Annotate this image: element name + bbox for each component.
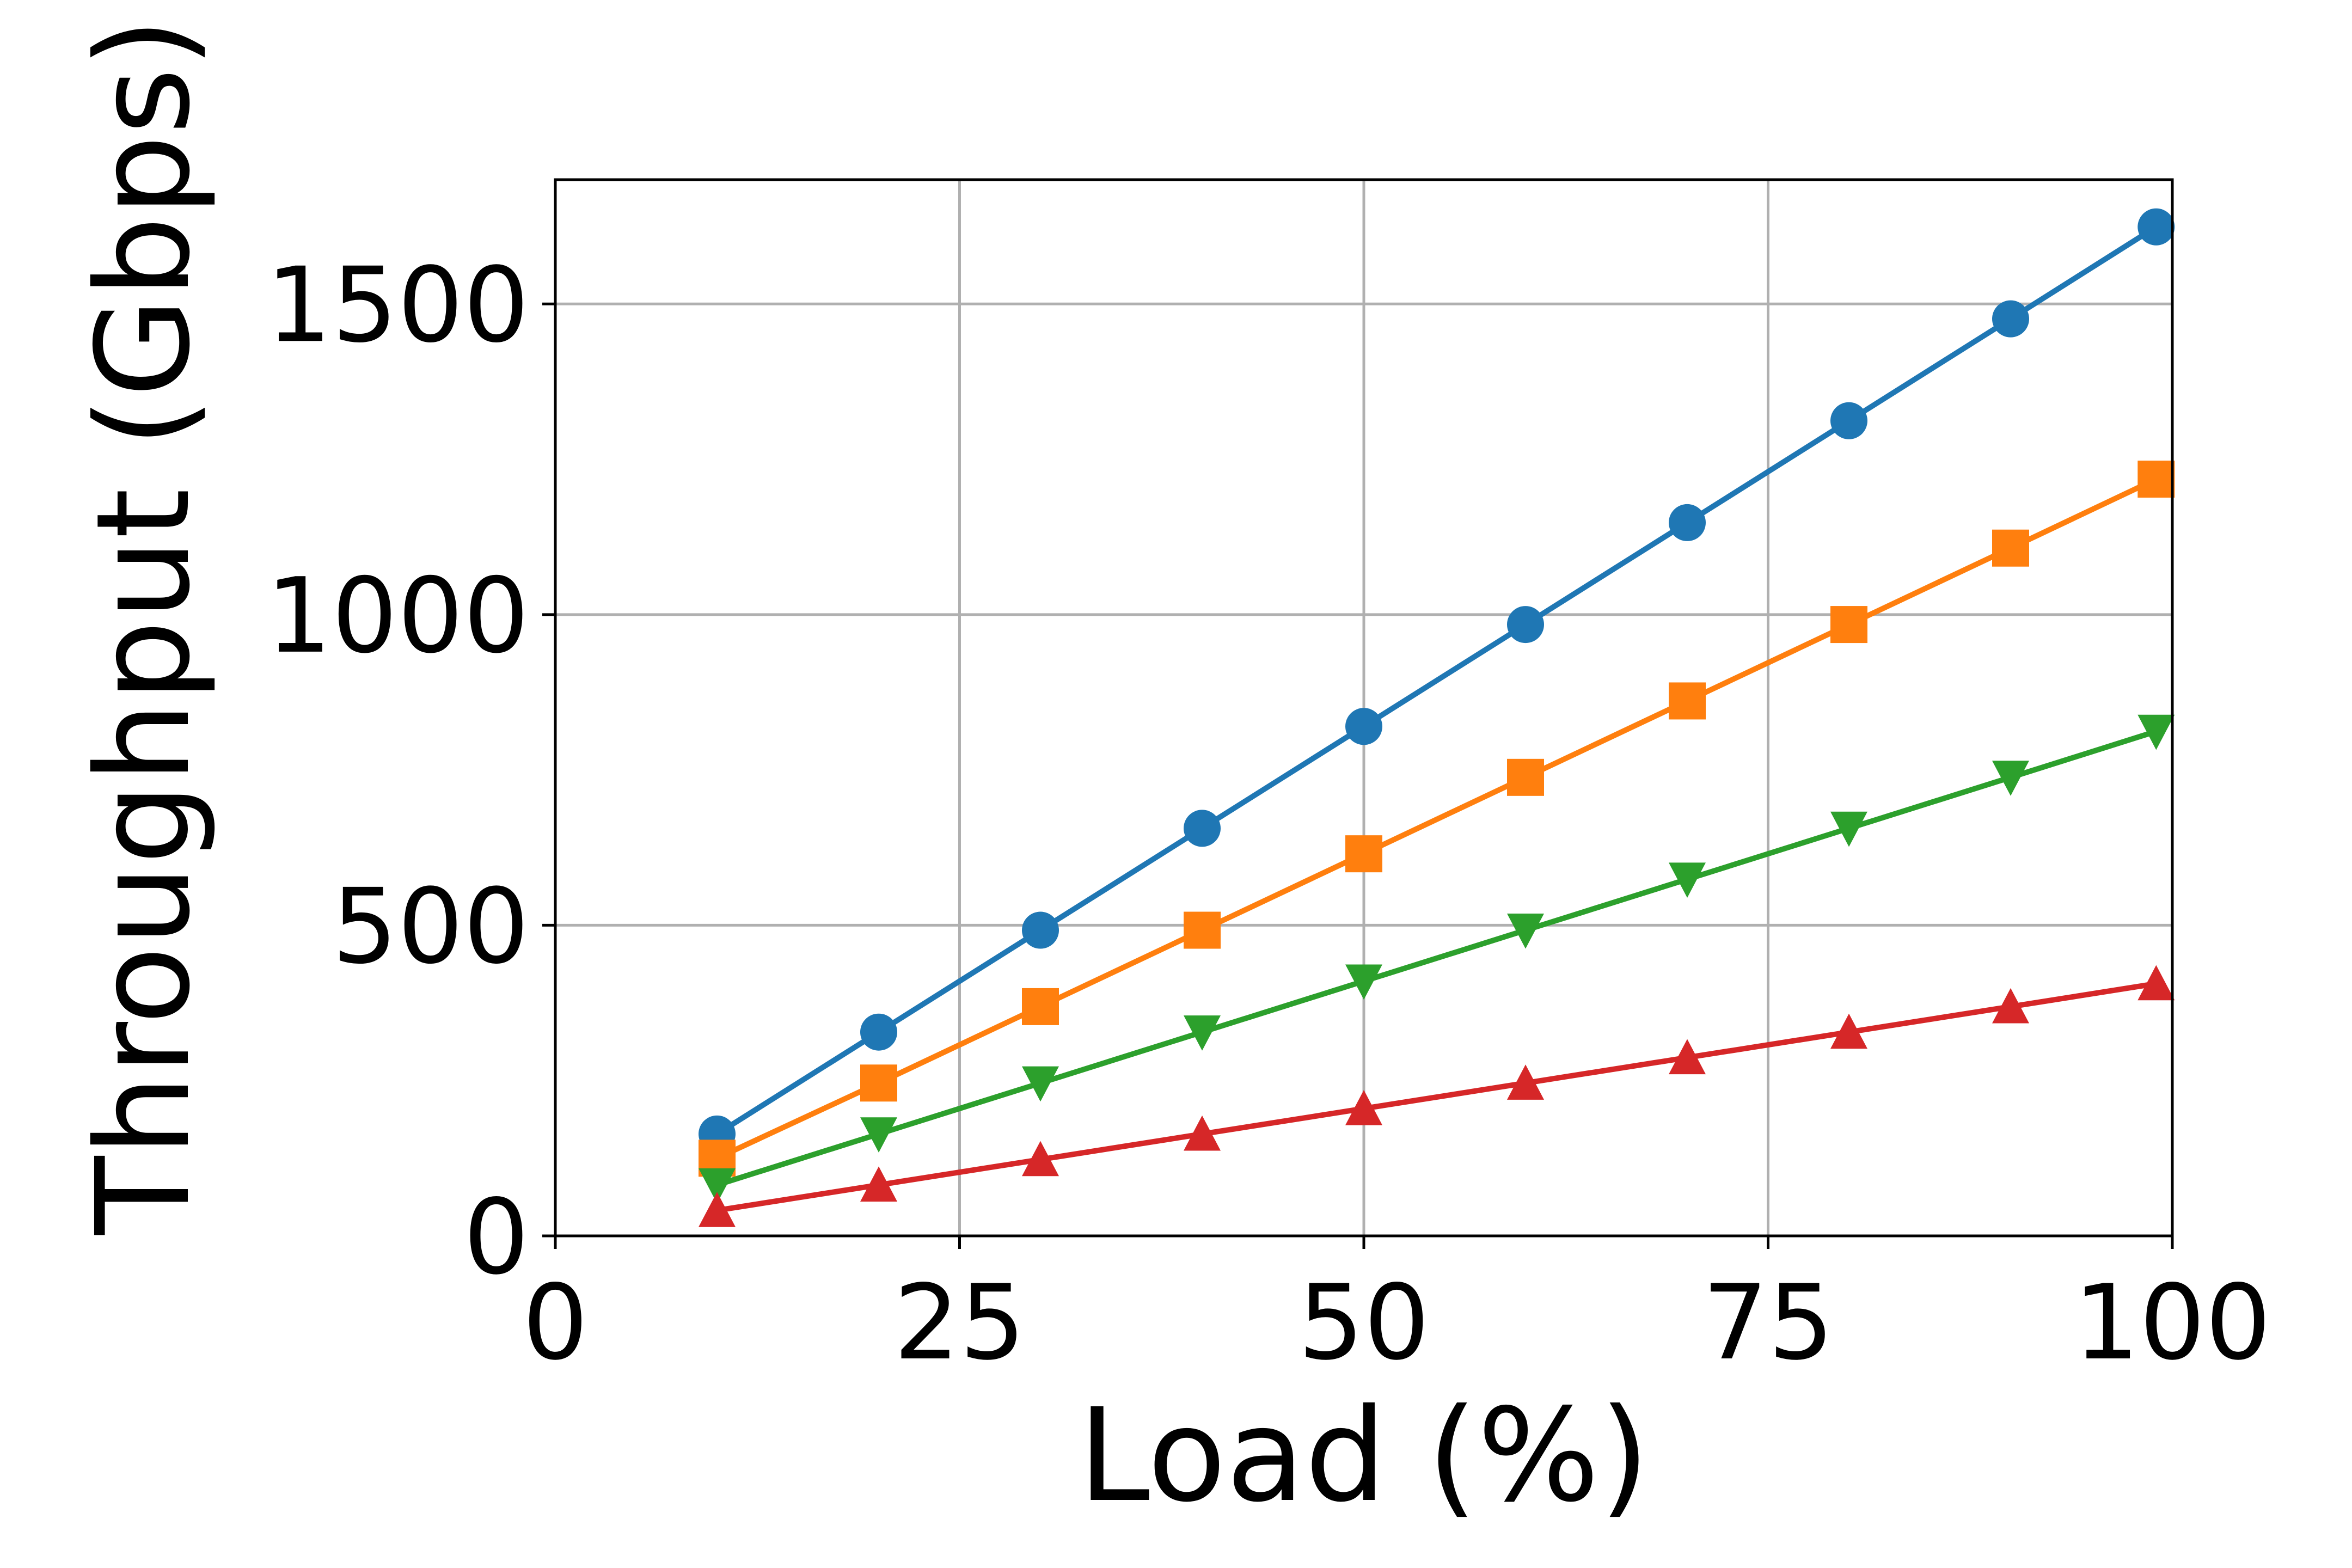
data-point-triangle-down <box>1184 1015 1221 1051</box>
data-point-circle <box>860 1013 897 1051</box>
data-point-square <box>1022 988 1059 1025</box>
data-point-square <box>1669 682 1706 720</box>
x-tick-label: 0 <box>523 1263 589 1383</box>
series-line <box>714 224 2159 1137</box>
data-point-triangle-up <box>1345 1090 1382 1125</box>
y-tick-label: 500 <box>332 866 529 987</box>
series-line <box>714 476 2159 1161</box>
data-point-triangle-up <box>1669 1039 1706 1075</box>
x-tick-label: 50 <box>1298 1263 1430 1383</box>
data-point-square <box>1184 911 1221 949</box>
data-point-square <box>860 1064 897 1102</box>
data-point-square <box>1345 835 1382 873</box>
y-tick-label: 0 <box>463 1177 529 1297</box>
data-point-square <box>1992 529 2029 567</box>
series-triangle-up <box>699 965 2175 1227</box>
data-point-triangle-down <box>1830 811 1867 847</box>
data-point-circle <box>1345 708 1382 745</box>
data-series <box>699 208 2175 1227</box>
data-point-triangle-down <box>860 1117 897 1153</box>
data-point-triangle-down <box>1669 862 1706 898</box>
data-point-circle <box>1184 810 1221 847</box>
data-point-square <box>1830 606 1867 644</box>
data-point-triangle-up <box>699 1192 736 1227</box>
data-point-triangle-up <box>1022 1141 1059 1177</box>
y-tick-label: 1500 <box>266 245 529 365</box>
y-axis-label: Throughput (Gbps) <box>69 17 218 1235</box>
data-point-circle <box>2137 208 2175 246</box>
series-triangle-down <box>699 714 2175 1204</box>
data-point-square <box>2137 461 2175 498</box>
data-point-triangle-up <box>1992 988 2029 1024</box>
data-point-circle <box>1022 911 1059 949</box>
y-tick-label: 1000 <box>266 556 529 676</box>
series-line <box>714 981 2159 1214</box>
x-tick-label: 75 <box>1702 1263 1834 1383</box>
series-square <box>699 461 2175 1177</box>
data-point-triangle-down <box>1992 761 2029 796</box>
data-point-triangle-up <box>860 1166 897 1202</box>
data-point-triangle-down <box>699 1168 736 1204</box>
data-point-triangle-down <box>2137 714 2175 750</box>
x-axis-label: Load (%) <box>1078 1381 1650 1530</box>
data-point-triangle-up <box>1830 1013 1867 1049</box>
data-point-triangle-down <box>1022 1066 1059 1102</box>
data-point-triangle-up <box>1184 1115 1221 1151</box>
data-point-triangle-up <box>1507 1064 1544 1100</box>
x-tick-label: 25 <box>894 1263 1026 1383</box>
data-point-circle <box>1830 402 1867 439</box>
x-tick-label: 100 <box>2074 1263 2271 1383</box>
data-point-square <box>1507 758 1544 796</box>
data-point-circle <box>1669 504 1706 541</box>
data-point-circle <box>1992 300 2029 338</box>
data-point-triangle-down <box>1507 913 1544 949</box>
series-line <box>714 728 2159 1188</box>
data-point-triangle-down <box>1345 964 1382 1000</box>
data-point-circle <box>1507 606 1544 644</box>
data-point-triangle-up <box>2137 965 2175 1001</box>
